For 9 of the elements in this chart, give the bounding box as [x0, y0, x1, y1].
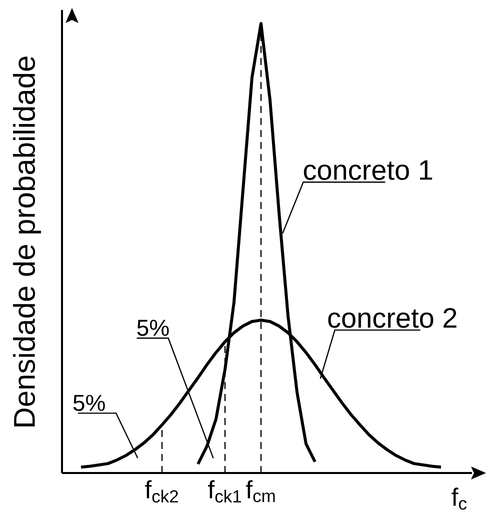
series-label: concreto 2	[328, 308, 456, 328]
x-tick-label: f$_{cm}$	[246, 480, 275, 502]
y-axis-title: Densidade de probabilidade	[13, 56, 41, 426]
x-tick-label: f$_{ck1}$	[208, 480, 241, 503]
x-tick-label: f$_{ck2}$	[145, 480, 178, 503]
annotation: 5%	[73, 394, 105, 411]
annotation: 5%	[137, 320, 169, 336]
x-axis-title: f$_{c}$	[452, 488, 467, 510]
series-label: concreto 1	[304, 160, 432, 180]
